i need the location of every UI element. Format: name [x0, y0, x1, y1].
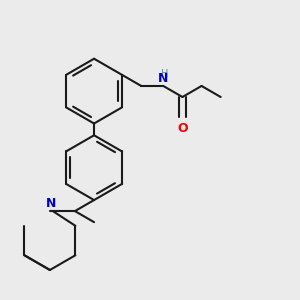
Text: O: O: [177, 122, 188, 135]
Text: N: N: [46, 196, 57, 210]
Text: H: H: [161, 69, 169, 79]
Text: N: N: [158, 72, 169, 85]
